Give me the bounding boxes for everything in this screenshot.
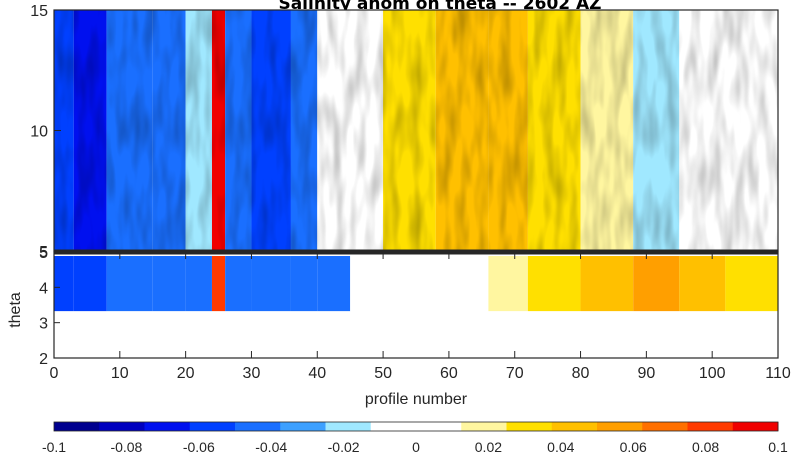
upper-region-cell xyxy=(185,10,212,251)
colorbar-tick-label: -0.1 xyxy=(42,439,66,455)
colorbar-swatch xyxy=(597,422,643,431)
colorbar-swatch xyxy=(235,422,281,431)
colorbar-tick-label: 0.1 xyxy=(768,439,788,455)
lower-region-cell xyxy=(527,256,581,312)
lower-region-cell xyxy=(580,256,634,312)
upper-region-cell xyxy=(73,10,107,251)
colorbar-swatch xyxy=(280,422,326,431)
upper-region-cell xyxy=(225,10,252,251)
colorbar-swatch xyxy=(551,422,598,431)
x-tick-label: 30 xyxy=(243,365,261,382)
upper-y-axis: 5 10 15 xyxy=(30,3,61,261)
lower-region-cell xyxy=(290,256,318,312)
x-tick-label: 80 xyxy=(572,365,590,382)
colorbar-tick-label: 0 xyxy=(412,439,420,455)
colorbar-swatch xyxy=(370,422,417,431)
lower-region-cell xyxy=(251,256,291,312)
colorbar-swatch xyxy=(642,422,688,431)
colorbar-swatch xyxy=(325,422,372,431)
upper-y-tick-label: 5 xyxy=(39,244,48,261)
upper-region-cell xyxy=(251,10,291,251)
lower-region-cell xyxy=(185,256,212,312)
colorbar-swatch xyxy=(189,422,236,431)
colorbar-ticks: -0.1 -0.08 -0.06 -0.04 -0.02 0 0.02 0.04 0.06 0.0… xyxy=(42,439,788,455)
lower-region-cell xyxy=(106,256,153,312)
x-tick-label: 20 xyxy=(177,365,195,382)
lower-region-cell xyxy=(679,256,726,312)
x-tick-label: 50 xyxy=(374,365,392,382)
colorbar-swatch xyxy=(54,422,100,431)
x-tick-label: 10 xyxy=(111,365,129,382)
x-tick-label: 110 xyxy=(765,365,791,382)
colorbar-swatch xyxy=(99,422,145,431)
upper-region-cell xyxy=(106,10,153,251)
upper-region-cell xyxy=(350,10,384,251)
lower-y-tick-label: 4 xyxy=(39,280,48,297)
lower-y-axis: 2 3 4 5 xyxy=(39,245,60,368)
upper-region-cell xyxy=(679,10,726,251)
y-axis-label: theta xyxy=(7,292,24,328)
lower-region-cell xyxy=(633,256,680,312)
upper-region-cell xyxy=(152,10,186,251)
colorbar-tick-label: -0.08 xyxy=(110,439,142,455)
upper-region-cell xyxy=(527,10,581,251)
x-tick-label: 100 xyxy=(699,365,726,382)
lower-region-cell xyxy=(383,256,436,312)
lower-panel-heatmap xyxy=(54,252,778,358)
upper-panel-heatmap xyxy=(54,10,778,251)
colorbar-swatch xyxy=(144,422,191,431)
x-tick-label: 70 xyxy=(506,365,524,382)
lower-region-cell xyxy=(350,256,384,312)
colorbar-tick-label: 0.02 xyxy=(475,439,502,455)
upper-region-cell xyxy=(290,10,318,251)
lower-region-cell xyxy=(225,256,252,312)
x-axis-label: profile number xyxy=(365,391,468,408)
lower-region-cell xyxy=(73,256,107,312)
colorbar-tick-label: -0.06 xyxy=(183,439,215,455)
colorbar-tick-label: -0.04 xyxy=(255,439,287,455)
x-tick-label: 90 xyxy=(637,365,655,382)
colorbar-tick-label: 0.08 xyxy=(692,439,719,455)
x-tick-label: 40 xyxy=(308,365,326,382)
upper-y-tick-label: 15 xyxy=(30,3,48,20)
lower-region-cell xyxy=(54,256,74,312)
upper-region-cell xyxy=(211,10,226,251)
lower-region-cell xyxy=(317,256,351,312)
colorbar-swatch xyxy=(732,422,779,431)
lower-y-tick-label: 5 xyxy=(39,245,48,262)
lower-region-cell xyxy=(211,256,226,312)
lower-y-tick-label: 3 xyxy=(39,316,48,333)
upper-y-tick-label: 10 xyxy=(30,124,48,141)
upper-region-cell xyxy=(633,10,680,251)
upper-region-cell xyxy=(725,10,778,251)
colorbar-swatch xyxy=(687,422,734,431)
upper-region-cell xyxy=(54,10,74,251)
colorbar-tick-label: 0.04 xyxy=(547,439,574,455)
x-tick-label: 0 xyxy=(50,365,59,382)
lower-region-cell xyxy=(488,256,528,312)
lower-y-tick-label: 2 xyxy=(39,351,48,368)
colorbar-tick-label: 0.06 xyxy=(620,439,647,455)
colorbar-swatch xyxy=(506,422,553,431)
colorbar xyxy=(54,422,779,431)
upper-region-cell xyxy=(317,10,351,251)
lower-region-cell xyxy=(152,256,186,312)
upper-region-cell xyxy=(383,10,436,251)
colorbar-frame xyxy=(53,421,779,432)
colorbar-tick-label: -0.02 xyxy=(328,439,360,455)
lower-region-cell xyxy=(725,256,778,312)
colorbar-swatch xyxy=(416,422,462,431)
x-axis: 0 10 20 30 40 50 60 70 80 90 100 110 xyxy=(50,252,791,382)
colorbar-swatch xyxy=(461,422,507,431)
upper-region-cell xyxy=(488,10,528,251)
upper-region-cell xyxy=(435,10,489,251)
x-tick-label: 60 xyxy=(440,365,458,382)
lower-region-cell xyxy=(435,256,489,312)
upper-region-cell xyxy=(580,10,634,251)
